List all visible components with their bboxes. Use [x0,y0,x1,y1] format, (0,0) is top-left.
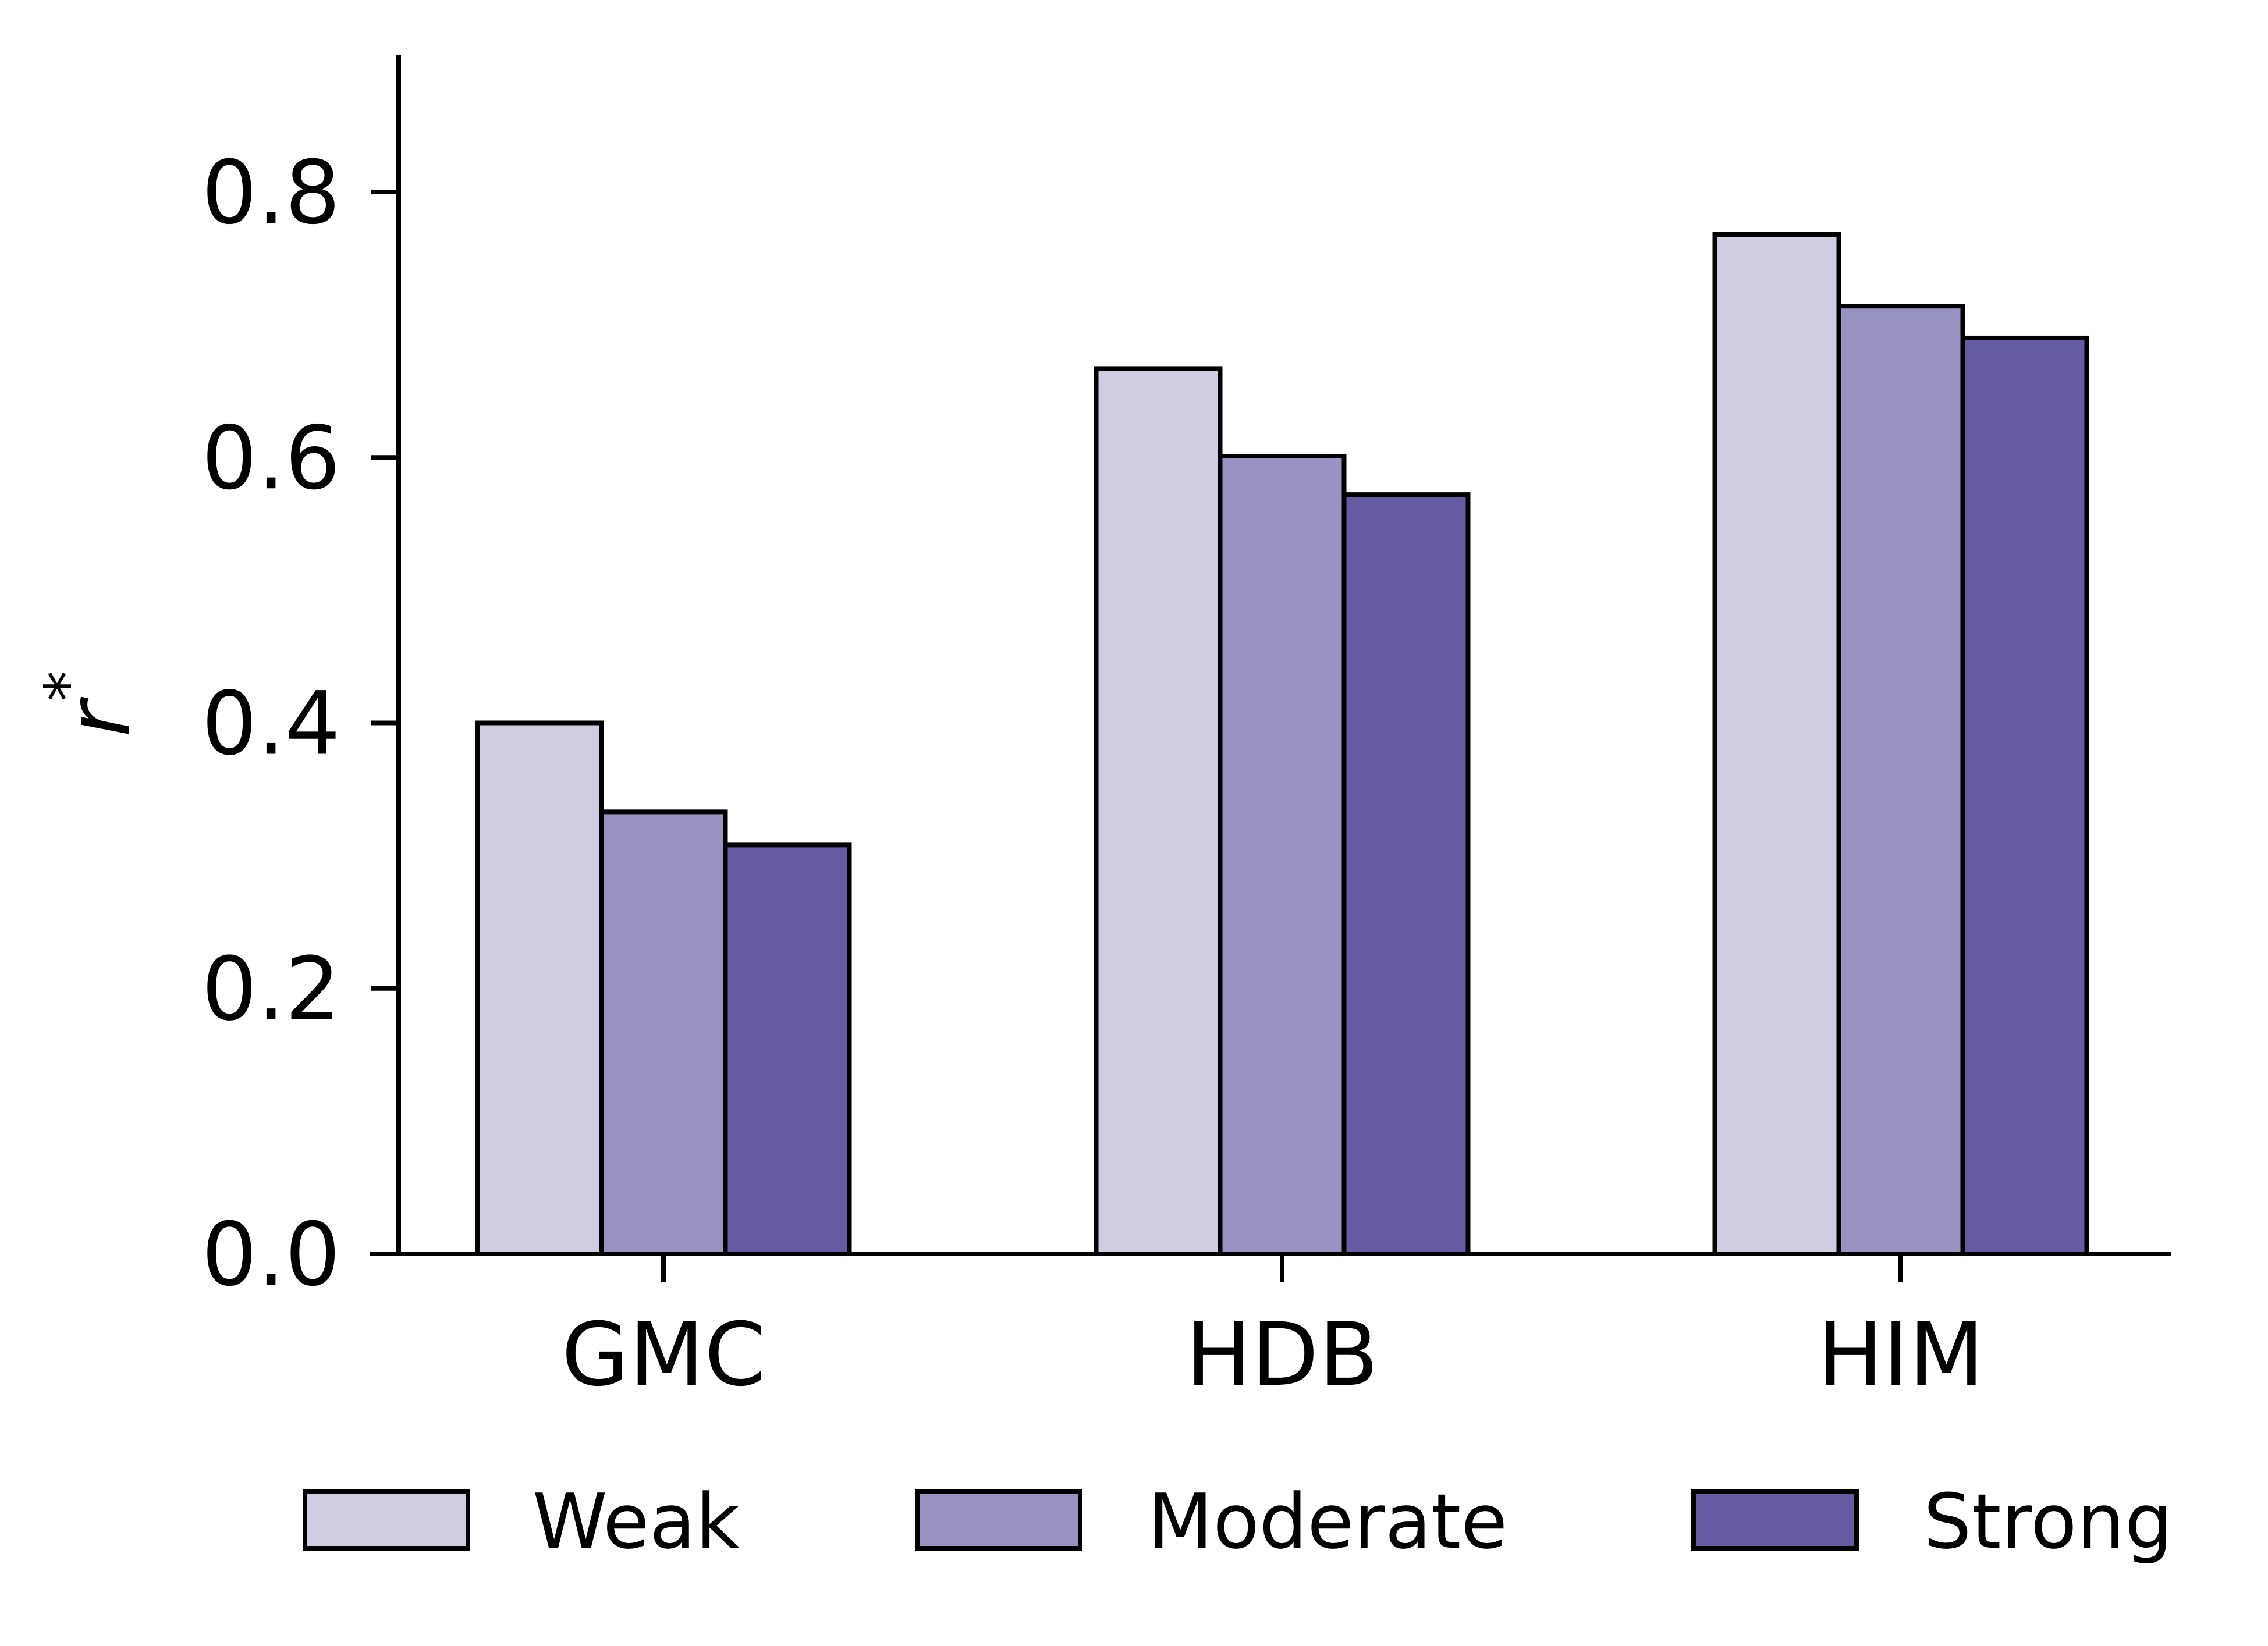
bar-hdb-strong [1341,492,1471,1256]
x-ticks-group: GMC HDB HIM [562,1254,1984,1406]
bar-him-strong [1960,335,2089,1256]
x-tick-label: HIM [1818,1304,1984,1406]
legend-swatch-weak [303,1489,470,1551]
y-tick-label: 0.2 [201,939,340,1040]
y-tick-label: 0.4 [201,674,340,775]
y-tick-label: 0.0 [201,1204,340,1306]
bar-him-moderate [1836,304,1965,1256]
bar-hdb-moderate [1218,453,1347,1256]
x-tick-label: HDB [1186,1304,1378,1406]
y-axis-label-superscript: * [32,671,103,702]
legend-label-strong: Strong [1923,1477,2173,1566]
y-axis-label: r* [32,671,150,737]
y-ticks-group: 0.0 0.2 0.4 0.6 0.8 [201,143,399,1306]
legend-swatch-moderate [915,1489,1082,1551]
axes-group [370,55,2171,1256]
legend-label-weak: Weak [533,1477,740,1566]
legend-label-moderate: Moderate [1148,1477,1507,1566]
y-tick-label: 0.8 [201,143,340,244]
bars-group [475,232,2089,1256]
bar-him-weak [1712,232,1841,1256]
bar-gmc-moderate [599,809,728,1256]
x-tick-label: GMC [562,1304,765,1406]
bar-gmc-weak [475,720,604,1256]
y-axis-label-main: r [49,696,150,737]
bar-gmc-strong [723,842,852,1256]
bar-hdb-weak [1094,366,1223,1256]
legend-swatch-strong [1691,1489,1859,1551]
legend: Weak Moderate Strong [303,1477,2173,1566]
y-tick-label: 0.6 [201,408,340,509]
